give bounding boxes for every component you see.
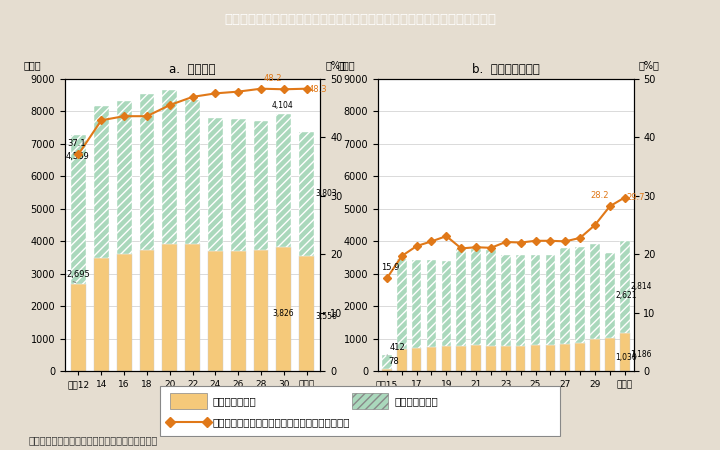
Bar: [163, 243, 177, 371]
Bar: [397, 259, 407, 349]
Bar: [94, 257, 109, 371]
Text: 社会人男子学生: 社会人男子学生: [395, 396, 438, 406]
Bar: [605, 338, 615, 371]
Bar: [185, 244, 200, 371]
Bar: [253, 121, 269, 250]
Text: （備考）文部科学省「学校基本統計」より作成。: （備考）文部科学省「学校基本統計」より作成。: [29, 436, 158, 446]
Text: 4,104: 4,104: [272, 101, 294, 110]
Bar: [171, 393, 207, 409]
Bar: [590, 244, 600, 339]
Text: 1,030: 1,030: [616, 353, 637, 362]
Bar: [231, 251, 246, 371]
Bar: [546, 345, 555, 371]
Bar: [560, 344, 570, 371]
Text: 412: 412: [389, 343, 405, 352]
Bar: [185, 100, 200, 244]
Bar: [300, 132, 314, 256]
Bar: [412, 347, 421, 371]
Bar: [590, 339, 600, 371]
Bar: [397, 349, 407, 371]
Bar: [560, 248, 570, 344]
Bar: [620, 241, 629, 333]
Bar: [382, 356, 392, 369]
Bar: [575, 343, 585, 371]
Text: （年度）: （年度）: [181, 401, 204, 411]
Bar: [427, 260, 436, 346]
Bar: [501, 346, 510, 371]
Bar: [117, 254, 132, 371]
Text: Ｉ－４－２図　社会人大学院入学者数（男女別）及び女子学生の割合の推移: Ｉ－４－２図 社会人大学院入学者数（男女別）及び女子学生の割合の推移: [224, 13, 496, 26]
Bar: [427, 346, 436, 371]
Bar: [456, 346, 466, 371]
Bar: [253, 250, 269, 371]
Bar: [71, 284, 86, 371]
FancyBboxPatch shape: [161, 386, 559, 436]
Text: 2,695: 2,695: [66, 270, 90, 279]
Text: 48.3: 48.3: [309, 85, 328, 94]
Text: 15.9: 15.9: [381, 263, 400, 272]
Bar: [140, 250, 154, 371]
Bar: [472, 345, 481, 371]
Text: 29.7: 29.7: [626, 194, 644, 202]
Bar: [352, 393, 388, 409]
Text: （年度）: （年度）: [494, 401, 518, 411]
Bar: [231, 119, 246, 251]
Bar: [501, 255, 510, 346]
Bar: [300, 256, 314, 371]
Bar: [531, 255, 540, 345]
Text: （%）: （%）: [325, 60, 346, 70]
Bar: [456, 249, 466, 346]
Text: 1,186: 1,186: [630, 350, 652, 359]
Text: 37.1: 37.1: [67, 140, 86, 148]
Text: 2,621: 2,621: [616, 291, 637, 300]
Title: b.  専門職学位課程: b. 専門職学位課程: [472, 63, 540, 76]
Bar: [276, 247, 292, 371]
Bar: [140, 94, 154, 250]
Bar: [94, 106, 109, 257]
Bar: [441, 346, 451, 371]
Text: （人）: （人）: [24, 60, 42, 70]
Text: （%）: （%）: [639, 60, 660, 70]
Bar: [575, 248, 585, 343]
Bar: [117, 102, 132, 254]
Bar: [620, 333, 629, 371]
Bar: [71, 135, 86, 284]
Text: 3,556: 3,556: [315, 312, 337, 321]
Bar: [441, 261, 451, 346]
Bar: [472, 249, 481, 345]
Bar: [208, 118, 222, 251]
Bar: [531, 345, 540, 371]
Text: 3,826: 3,826: [272, 310, 294, 319]
Text: 48.2: 48.2: [264, 73, 282, 82]
Text: 28.2: 28.2: [590, 190, 608, 199]
Bar: [516, 346, 526, 371]
Bar: [412, 260, 421, 347]
Text: 78: 78: [388, 357, 399, 366]
Bar: [208, 251, 222, 371]
Text: 社会人女子学生: 社会人女子学生: [213, 396, 256, 406]
Bar: [486, 250, 496, 346]
Bar: [163, 90, 177, 243]
Bar: [546, 255, 555, 345]
Text: 3,803: 3,803: [315, 189, 337, 198]
Title: a.  修士課程: a. 修士課程: [169, 63, 216, 76]
Bar: [276, 113, 292, 247]
Text: （人）: （人）: [337, 60, 355, 70]
Bar: [516, 255, 526, 346]
Text: 社会人入学者に占める女子学生の割合（右目盛）: 社会人入学者に占める女子学生の割合（右目盛）: [213, 417, 351, 427]
Bar: [382, 369, 392, 371]
Bar: [486, 346, 496, 371]
Text: 4,569: 4,569: [66, 152, 90, 161]
Bar: [605, 252, 615, 338]
Text: 2,814: 2,814: [630, 283, 652, 292]
